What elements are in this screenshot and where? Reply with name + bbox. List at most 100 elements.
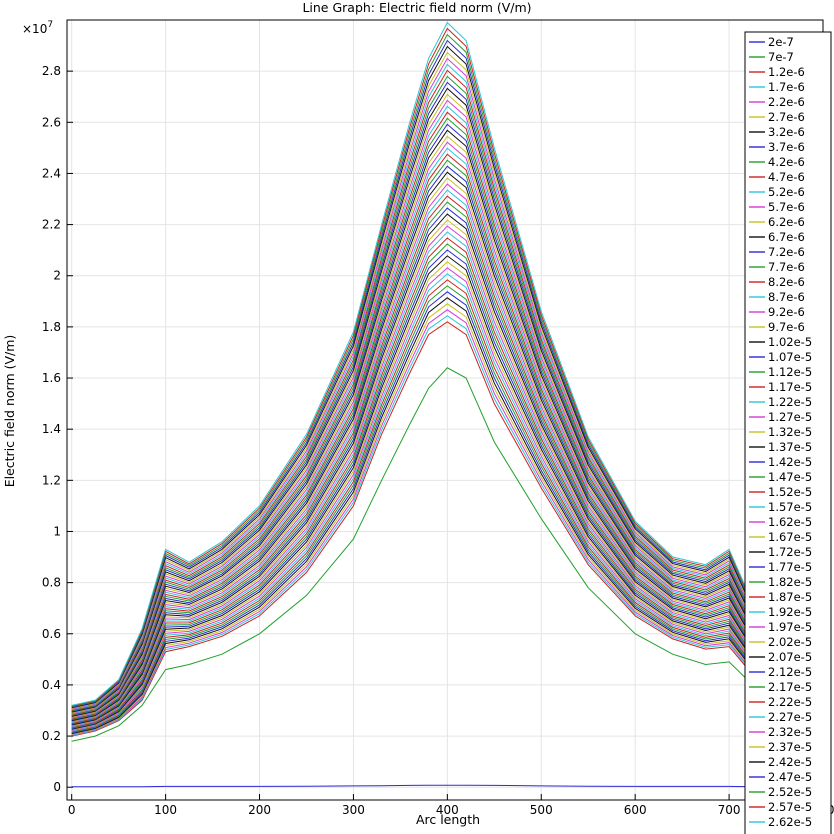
series-line xyxy=(71,27,768,707)
legend-label: 1.2e-6 xyxy=(768,65,805,79)
series-line xyxy=(71,87,768,713)
y-tick-label: 2.8 xyxy=(42,64,61,78)
legend-label: 2.32e-5 xyxy=(768,725,812,739)
legend-label: 1.57e-5 xyxy=(768,500,812,514)
series-lines xyxy=(71,21,768,788)
y-tick-label: 0.2 xyxy=(42,729,61,743)
legend-label: 1.47e-5 xyxy=(768,470,812,484)
y-multiplier-exponent: 7 xyxy=(47,20,53,30)
legend-label: 7.7e-6 xyxy=(768,260,805,274)
y-tick-label: 2.6 xyxy=(42,115,61,129)
series-line xyxy=(71,267,768,731)
series-line xyxy=(71,189,768,724)
series-line xyxy=(71,225,768,727)
legend-label: 2.52e-5 xyxy=(768,785,812,799)
y-tick-label: 1 xyxy=(53,524,61,538)
legend-label: 1.52e-5 xyxy=(768,485,812,499)
legend-label: 2.42e-5 xyxy=(768,755,812,769)
series-line xyxy=(71,237,768,728)
plot-frame xyxy=(66,19,824,801)
y-tick-label: 1.4 xyxy=(42,422,61,436)
x-tick-label: 200 xyxy=(248,803,271,817)
axis-ticks: 010020030040050060070080000.20.40.60.811… xyxy=(42,64,834,817)
series-line xyxy=(71,135,768,718)
series-line xyxy=(71,784,767,788)
legend-label: 2.57e-5 xyxy=(768,800,812,814)
legend-label: 1.92e-5 xyxy=(768,605,812,619)
series-line xyxy=(71,123,768,717)
legend-label: 1.37e-5 xyxy=(768,440,812,454)
legend-label: 2.22e-5 xyxy=(768,695,812,709)
legend-label: 6.2e-6 xyxy=(768,215,805,229)
legend-label: 1.67e-5 xyxy=(768,530,812,544)
legend-label: 2.12e-5 xyxy=(768,665,812,679)
series-line xyxy=(71,219,768,727)
legend-label: 2.07e-5 xyxy=(768,650,812,664)
x-tick-label: 300 xyxy=(342,803,365,817)
series-line xyxy=(71,75,768,712)
x-axis-label: Arc length xyxy=(416,812,480,827)
legend-label: 2.62e-5 xyxy=(768,815,812,829)
legend-label: 5.2e-6 xyxy=(768,185,805,199)
series-line xyxy=(71,207,768,725)
series-line xyxy=(71,57,768,710)
legend-label: 1.72e-5 xyxy=(768,545,812,559)
series-line xyxy=(71,93,768,714)
y-axis-label: Electric field norm (V/m) xyxy=(2,335,17,488)
legend-label: 1.27e-5 xyxy=(768,410,812,424)
series-line xyxy=(71,39,768,708)
legend-box xyxy=(744,31,832,834)
legend-label: 1.62e-5 xyxy=(768,515,812,529)
legend: 2e-77e-71.2e-61.7e-62.2e-62.7e-63.2e-63.… xyxy=(744,31,832,834)
series-line xyxy=(71,183,768,723)
y-multiplier-base: ×10 xyxy=(22,22,47,36)
series-line xyxy=(71,285,768,733)
series-line xyxy=(71,99,768,714)
legend-label: 2.37e-5 xyxy=(768,740,812,754)
series-line xyxy=(71,249,768,730)
series-line xyxy=(71,117,768,716)
x-tick-label: 400 xyxy=(436,803,459,817)
legend-label: 2.02e-5 xyxy=(768,635,812,649)
legend-label: 4.2e-6 xyxy=(768,155,805,169)
legend-label: 8.2e-6 xyxy=(768,275,805,289)
legend-label: 2.47e-5 xyxy=(768,770,812,784)
x-tick-label: 500 xyxy=(530,803,553,817)
series-line xyxy=(71,273,768,732)
y-tick-label: 2.2 xyxy=(42,218,61,232)
series-line xyxy=(71,367,767,742)
x-tick-label: 700 xyxy=(718,803,741,817)
legend-label: 1.07e-5 xyxy=(768,350,812,364)
legend-label: 2.17e-5 xyxy=(768,680,812,694)
series-line xyxy=(71,177,768,722)
legend-label: 4.7e-6 xyxy=(768,170,805,184)
legend-label: 8.7e-6 xyxy=(768,290,805,304)
legend-label: 1.22e-5 xyxy=(768,395,812,409)
legend-label: 6.7e-6 xyxy=(768,230,805,244)
legend-label: 7e-7 xyxy=(768,50,794,64)
legend-label: 1.32e-5 xyxy=(768,425,812,439)
legend-label: 9.2e-6 xyxy=(768,305,805,319)
legend-label: 2.7e-6 xyxy=(768,110,805,124)
y-tick-label: 0.8 xyxy=(42,576,61,590)
legend-label: 1.87e-5 xyxy=(768,590,812,604)
series-line xyxy=(71,159,768,720)
legend-label: 7.2e-6 xyxy=(768,245,805,259)
series-line xyxy=(71,165,768,721)
series-line xyxy=(71,141,768,719)
series-line xyxy=(71,303,768,735)
series-line xyxy=(71,201,768,725)
series-line xyxy=(71,243,768,729)
series-line xyxy=(71,261,768,731)
series-line xyxy=(71,171,768,722)
y-tick-label: 2.4 xyxy=(42,166,61,180)
series-line xyxy=(71,147,768,719)
legend-label: 9.7e-6 xyxy=(768,320,805,334)
y-tick-label: 0.4 xyxy=(42,678,61,692)
y-tick-label: 0.6 xyxy=(42,627,61,641)
series-line xyxy=(71,21,768,706)
legend-label: 3.2e-6 xyxy=(768,125,805,139)
legend-label: 1.82e-5 xyxy=(768,575,812,589)
legend-label: 1.42e-5 xyxy=(768,455,812,469)
